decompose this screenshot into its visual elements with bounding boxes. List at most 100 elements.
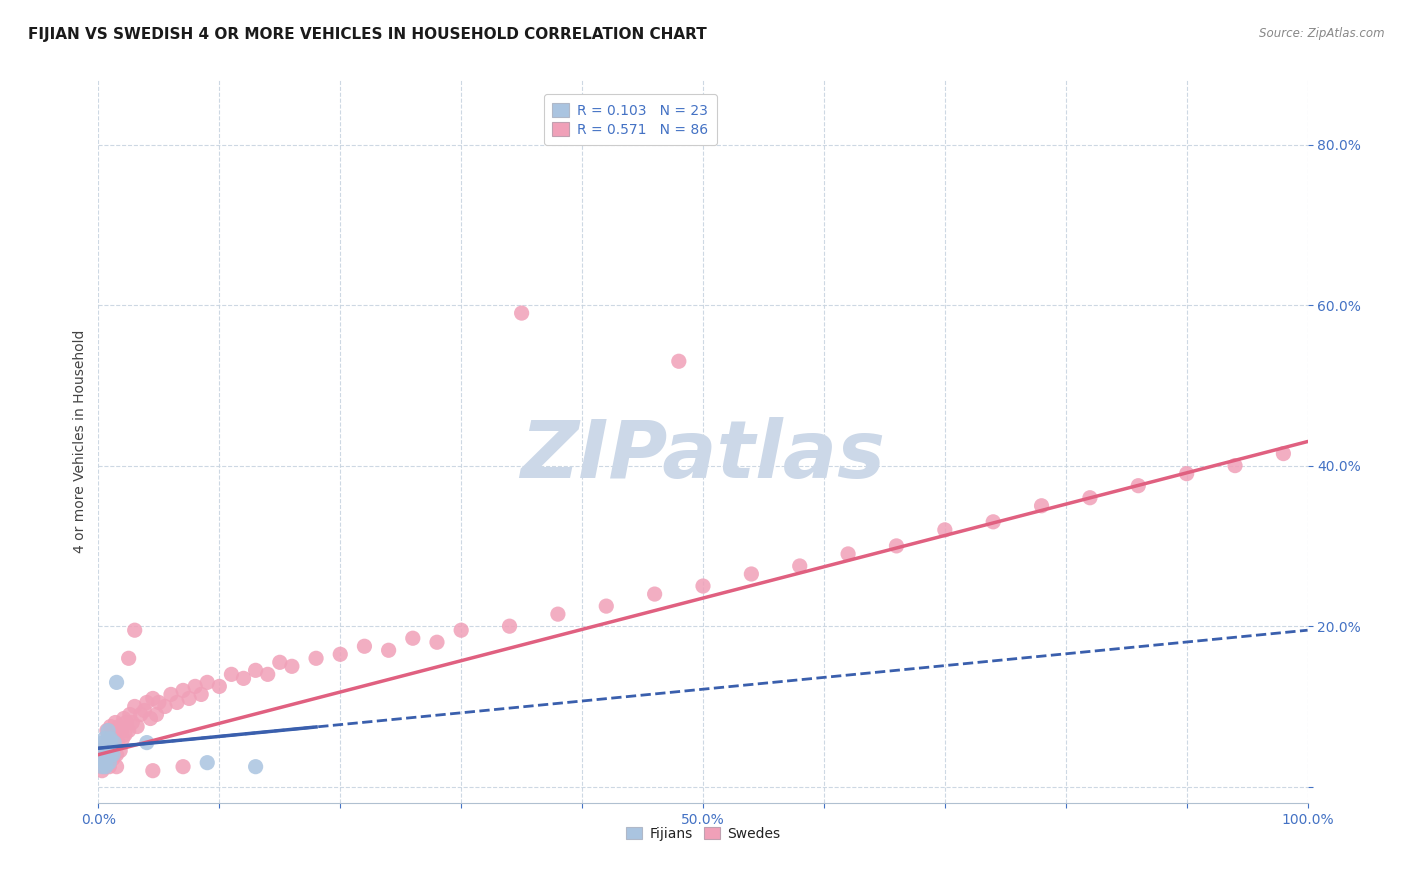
Point: [93, 756, 115, 770]
Point: [103, 735, 125, 749]
Point: [124, 623, 146, 637]
Point: [94, 760, 117, 774]
Point: [256, 667, 278, 681]
Point: [142, 764, 165, 778]
Point: [91, 744, 114, 758]
Point: [837, 547, 859, 561]
Point: [118, 707, 141, 722]
Point: [121, 715, 143, 730]
Point: [118, 651, 141, 665]
Point: [172, 683, 194, 698]
Point: [90, 751, 112, 765]
Point: [100, 747, 122, 762]
Point: [105, 747, 128, 762]
Point: [100, 719, 122, 733]
Point: [190, 687, 212, 701]
Point: [93, 760, 115, 774]
Point: [595, 599, 617, 614]
Point: [114, 728, 136, 742]
Point: [547, 607, 569, 621]
Point: [510, 306, 533, 320]
Point: [232, 671, 254, 685]
Point: [377, 643, 399, 657]
Point: [107, 735, 129, 749]
Point: [100, 739, 122, 754]
Point: [172, 760, 194, 774]
Point: [91, 760, 114, 774]
Point: [195, 756, 218, 770]
Point: [97, 731, 120, 746]
Point: [329, 648, 352, 662]
Point: [153, 699, 176, 714]
Point: [195, 675, 218, 690]
Point: [402, 632, 425, 646]
Point: [100, 744, 122, 758]
Point: [96, 723, 118, 738]
Point: [1031, 499, 1053, 513]
Point: [118, 723, 141, 738]
Point: [740, 567, 762, 582]
Point: [93, 739, 115, 754]
Point: [104, 715, 127, 730]
Point: [208, 680, 231, 694]
Point: [100, 731, 122, 746]
Point: [426, 635, 449, 649]
Point: [101, 747, 124, 762]
Y-axis label: 4 or more Vehicles in Household: 4 or more Vehicles in Household: [73, 330, 87, 553]
Point: [160, 687, 183, 701]
Point: [98, 735, 121, 749]
Point: [98, 756, 121, 770]
Point: [179, 691, 201, 706]
Point: [145, 707, 167, 722]
Point: [98, 760, 121, 774]
Point: [112, 712, 135, 726]
Point: [127, 719, 149, 733]
Point: [97, 751, 120, 765]
Point: [281, 659, 304, 673]
Point: [184, 680, 207, 694]
Point: [115, 715, 138, 730]
Point: [1078, 491, 1101, 505]
Point: [245, 760, 267, 774]
Point: [96, 744, 118, 758]
Point: [1272, 446, 1295, 460]
Point: [96, 751, 118, 765]
Point: [91, 735, 114, 749]
Point: [97, 723, 120, 738]
Point: [105, 728, 128, 742]
Point: [1223, 458, 1246, 473]
Legend: Fijians, Swedes: Fijians, Swedes: [620, 822, 786, 847]
Point: [94, 735, 117, 749]
Point: [108, 719, 131, 733]
Point: [91, 747, 114, 762]
Text: ZIPatlas: ZIPatlas: [520, 417, 886, 495]
Point: [111, 731, 134, 746]
Point: [103, 739, 125, 754]
Point: [101, 751, 124, 765]
Point: [105, 760, 128, 774]
Point: [101, 728, 124, 742]
Point: [981, 515, 1004, 529]
Point: [96, 739, 118, 754]
Point: [789, 558, 811, 573]
Point: [886, 539, 908, 553]
Point: [93, 731, 115, 746]
Text: FIJIAN VS SWEDISH 4 OR MORE VEHICLES IN HOUSEHOLD CORRELATION CHART: FIJIAN VS SWEDISH 4 OR MORE VEHICLES IN …: [28, 27, 707, 42]
Point: [105, 675, 128, 690]
Point: [221, 667, 243, 681]
Point: [644, 587, 666, 601]
Point: [94, 756, 117, 770]
Point: [129, 707, 152, 722]
Point: [135, 735, 157, 749]
Point: [668, 354, 690, 368]
Point: [450, 623, 472, 637]
Point: [166, 696, 188, 710]
Point: [148, 696, 170, 710]
Point: [245, 664, 267, 678]
Point: [124, 699, 146, 714]
Point: [110, 723, 132, 738]
Point: [142, 691, 165, 706]
Point: [305, 651, 328, 665]
Point: [100, 735, 122, 749]
Point: [139, 712, 162, 726]
